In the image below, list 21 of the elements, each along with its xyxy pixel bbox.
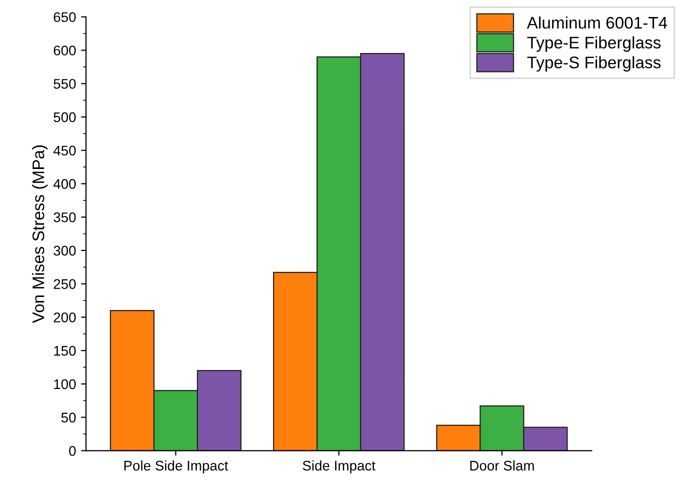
x-tick-label: Pole Side Impact — [124, 460, 228, 474]
y-tick-label: 200 — [54, 312, 76, 322]
y-tick-label: 650 — [54, 12, 76, 22]
y-tick-label: 450 — [53, 146, 76, 156]
y-axis-title: Von Mises Stress (MPa) — [32, 145, 48, 324]
x-tick-label: Door Slam — [470, 460, 534, 471]
y-tick-label: 100 — [54, 379, 76, 390]
y-tick-label: 300 — [54, 246, 76, 256]
legend-label: Type-S Fiberglass — [527, 56, 661, 72]
legend-label: Aluminum 6001-T4 — [526, 16, 668, 29]
y-tick-label: 50 — [61, 412, 76, 422]
y-tick-label: 350 — [54, 212, 76, 222]
y-tick-label: 150 — [54, 346, 76, 356]
y-tick-label: 500 — [54, 112, 76, 122]
legend-label: Type-E Fiberglass — [527, 36, 661, 52]
y-tick-label: 550 — [54, 78, 76, 89]
y-tick-label: 600 — [54, 46, 76, 56]
y-tick-label: 400 — [53, 179, 76, 189]
x-tick-label: Side Impact — [302, 460, 376, 474]
y-tick-label: 0 — [69, 446, 76, 456]
y-tick-label: 250 — [54, 279, 76, 289]
